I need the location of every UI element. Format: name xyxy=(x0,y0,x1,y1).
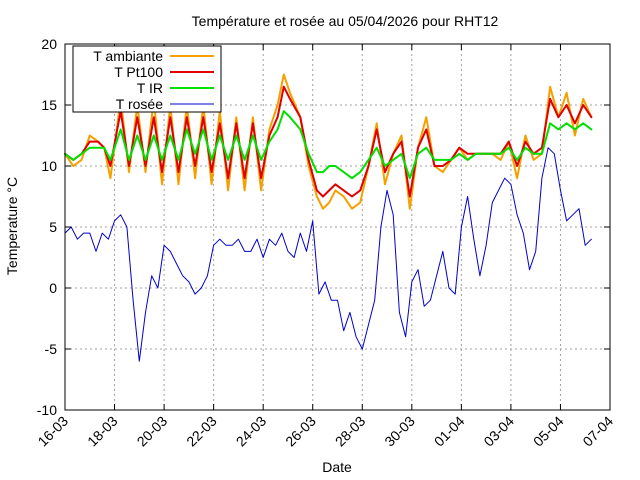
x-tick-label: 03-04 xyxy=(480,413,517,450)
y-axis-label: Temperature °C xyxy=(4,177,20,275)
axis-ticks xyxy=(64,43,611,411)
x-tick-label: 05-04 xyxy=(530,413,567,450)
y-tick-label: -5 xyxy=(45,341,58,357)
y-tick-label: 5 xyxy=(49,219,57,235)
x-tick-label: 30-03 xyxy=(381,413,418,450)
x-tick-label: 24-03 xyxy=(233,413,270,450)
x-axis-label: Date xyxy=(322,459,352,475)
x-tick-label: 16-03 xyxy=(34,413,71,450)
y-tick-label: 20 xyxy=(41,36,57,52)
y-tick-label: -10 xyxy=(37,402,57,418)
x-tick-label: 20-03 xyxy=(134,413,171,450)
series-line-4 xyxy=(64,147,592,362)
legend-label: T IR xyxy=(137,80,163,96)
x-tick-labels: 16-03 18-03 20-03 22-03 24-03 26-03 28-03 30-03… xyxy=(34,413,616,450)
legend-label: T rosée xyxy=(116,96,163,112)
x-tick-label: 01-04 xyxy=(431,413,468,450)
x-tick-label: 28-03 xyxy=(332,413,369,450)
series-line-3 xyxy=(64,110,593,180)
y-tick-label: 10 xyxy=(41,158,57,174)
y-tick-labels: 20 15 10 5 0 -5 -10 xyxy=(37,36,57,418)
series-layer xyxy=(64,73,593,362)
x-tick-label: 22-03 xyxy=(183,413,220,450)
y-tick-label: 15 xyxy=(41,97,57,113)
y-tick-label: 0 xyxy=(49,280,57,296)
x-tick-label: 07-04 xyxy=(579,413,616,450)
chart-title: Température et rosée au 05/04/2026 pour … xyxy=(192,13,499,29)
legend-label: T Pt100 xyxy=(114,64,163,80)
legend-label: T ambiante xyxy=(93,48,163,64)
x-tick-label: 18-03 xyxy=(84,413,121,450)
x-tick-label: 26-03 xyxy=(282,413,319,450)
